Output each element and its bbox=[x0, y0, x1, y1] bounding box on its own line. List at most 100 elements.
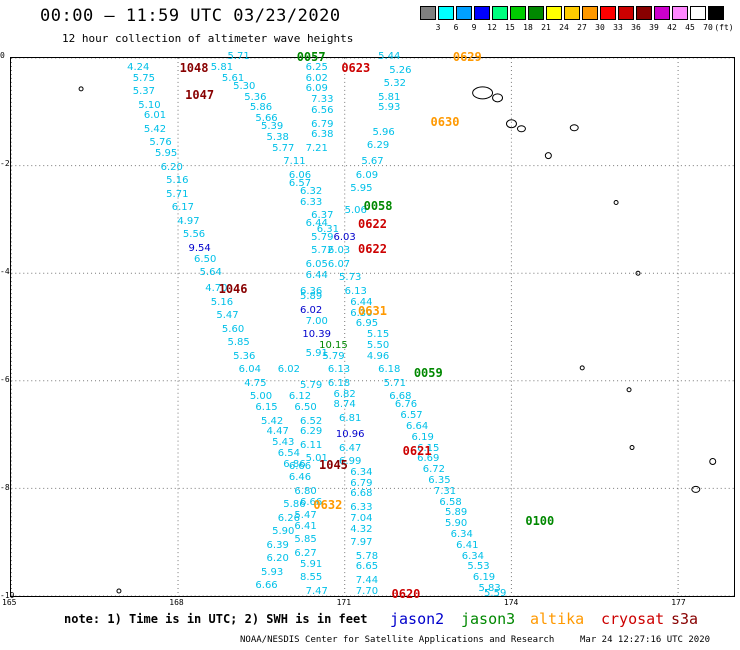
island-outline bbox=[492, 93, 504, 103]
island-outline bbox=[579, 365, 585, 371]
wave-height-value: 6.15 bbox=[417, 442, 440, 454]
wave-height-value: 4.70 bbox=[205, 283, 228, 295]
wave-height-value: 5.47 bbox=[294, 510, 317, 521]
wave-height-value: 5.93 bbox=[260, 566, 284, 578]
island-outline bbox=[516, 125, 526, 133]
pass-time-label: 0631 bbox=[358, 303, 387, 318]
wave-height-value: 10.15 bbox=[319, 339, 348, 351]
wave-height-value: 5.73 bbox=[339, 272, 362, 284]
wave-height-value: 6.35 bbox=[428, 474, 451, 486]
colorbar-swatch bbox=[420, 6, 436, 20]
colorbar-label: 30 bbox=[595, 23, 605, 32]
wave-height-value: 6.58 bbox=[439, 496, 462, 508]
wave-height-value: 6.26 bbox=[277, 512, 300, 524]
wave-height-value: 8.55 bbox=[300, 572, 323, 584]
wave-height-value: 6.36 bbox=[300, 285, 323, 297]
colorbar-swatch bbox=[510, 6, 526, 20]
wave-height-value: 6.34 bbox=[350, 466, 373, 478]
wave-height-value: 7.97 bbox=[350, 537, 373, 548]
wave-height-value: 6.02 bbox=[300, 304, 323, 316]
wave-height-value: 6.99 bbox=[339, 456, 362, 467]
wave-height-value: 5.78 bbox=[355, 550, 379, 562]
wave-height-value: 5.91 bbox=[300, 558, 323, 570]
wave-height-value: 6.47 bbox=[339, 442, 362, 454]
wave-height-value: 5.50 bbox=[366, 339, 390, 351]
wave-height-value: 6.27 bbox=[294, 547, 317, 559]
colorbar-label: 9 bbox=[471, 23, 477, 32]
colorbar-swatch bbox=[600, 6, 616, 20]
wave-height-value: 5.53 bbox=[467, 561, 490, 573]
legend-jason2: jason2 bbox=[390, 610, 445, 628]
wave-height-value: 4.32 bbox=[350, 523, 373, 535]
pass-time-label: 0632 bbox=[313, 498, 343, 513]
wave-height-value: 6.29 bbox=[300, 426, 323, 438]
island-outline bbox=[569, 124, 579, 132]
colorbar-swatch bbox=[474, 6, 490, 20]
legend-cryosat: cryosat bbox=[601, 610, 665, 628]
wave-height-value: 5.16 bbox=[166, 175, 189, 187]
wave-height-value: 6.32 bbox=[300, 186, 323, 197]
wave-height-value: 6.19 bbox=[472, 572, 496, 584]
wave-height-value: 6.50 bbox=[194, 253, 217, 265]
wave-height-value: 6.18 bbox=[327, 377, 351, 389]
wave-height-value: 5.93 bbox=[378, 102, 401, 114]
wave-height-value: 5.96 bbox=[372, 126, 395, 138]
y-tick-label: -8 bbox=[0, 483, 10, 492]
wave-height-value: 5.44 bbox=[378, 51, 401, 62]
pass-time-label: 0059 bbox=[413, 365, 443, 380]
colorbar-swatch bbox=[582, 6, 598, 20]
colorbar-label: 45 bbox=[685, 23, 695, 32]
wave-height-value: 5.67 bbox=[361, 156, 384, 168]
wave-height-value: 7.33 bbox=[311, 94, 334, 106]
y-tick-label: -10 bbox=[0, 591, 15, 600]
wave-height-value: 7.21 bbox=[305, 142, 328, 154]
wave-height-value: 6.72 bbox=[422, 464, 445, 476]
pass-time-label: 1047 bbox=[185, 87, 215, 102]
wave-height-value: 5.95 bbox=[155, 148, 178, 160]
wave-height-value: 6.30 bbox=[350, 307, 373, 319]
wave-height-value: 6.33 bbox=[300, 196, 323, 208]
wave-height-value: 4.96 bbox=[366, 350, 390, 362]
pass-time-label: 0622 bbox=[358, 217, 387, 232]
island-outline bbox=[626, 387, 632, 393]
wave-height-value: 7.70 bbox=[355, 585, 379, 597]
y-tick-label: -6 bbox=[0, 375, 10, 384]
wave-height-value: 6.50 bbox=[294, 402, 317, 413]
colorbar-swatch bbox=[654, 6, 670, 20]
wave-height-value: 5.61 bbox=[221, 72, 245, 84]
wave-height-value: 6.65 bbox=[355, 561, 379, 573]
wave-height-value: 6.02 bbox=[305, 72, 328, 84]
wave-height-value: 4.97 bbox=[177, 215, 200, 227]
wave-height-value: 5.00 bbox=[249, 391, 273, 403]
wave-height-value: 5.90 bbox=[272, 526, 295, 538]
wave-height-value: 6.04 bbox=[238, 364, 261, 376]
credit-date: Mar 24 12:27:16 UTC 2020 bbox=[580, 635, 711, 645]
island-outline bbox=[506, 119, 517, 129]
colorbar-swatch bbox=[456, 6, 472, 20]
wave-height-value: 6.37 bbox=[311, 210, 334, 222]
wave-height-value: 5.81 bbox=[378, 91, 401, 103]
pass-time-label: 0058 bbox=[363, 198, 393, 213]
island-outline bbox=[709, 458, 717, 465]
wave-height-value: 6.38 bbox=[311, 129, 334, 141]
wave-height-value: 5.79 bbox=[322, 350, 345, 362]
wave-height-value: 6.66 bbox=[288, 461, 312, 473]
wave-height-value: 6.20 bbox=[160, 161, 183, 173]
pass-time-label: 1046 bbox=[218, 282, 248, 297]
wave-height-value: 5.59 bbox=[484, 588, 507, 600]
wave-height-value: 7.11 bbox=[283, 156, 306, 168]
wave-height-value: 6.31 bbox=[316, 223, 340, 235]
island-outline bbox=[116, 588, 122, 594]
colorbar-swatch bbox=[528, 6, 544, 20]
pass-time-label: 0620 bbox=[391, 587, 421, 602]
wave-height-value: 5.47 bbox=[216, 310, 239, 322]
x-tick-label: 165 bbox=[2, 598, 17, 607]
pass-time-label: 0100 bbox=[525, 514, 555, 529]
wave-height-value: 4.75 bbox=[244, 377, 267, 389]
colorbar-label: 39 bbox=[649, 23, 659, 32]
wave-height-value: 6.57 bbox=[288, 177, 312, 189]
wave-height-value: 5.38 bbox=[266, 132, 289, 143]
colorbar-swatch bbox=[636, 6, 652, 20]
wave-height-value: 5.26 bbox=[389, 64, 412, 76]
wave-height-value: 6.07 bbox=[327, 258, 351, 270]
